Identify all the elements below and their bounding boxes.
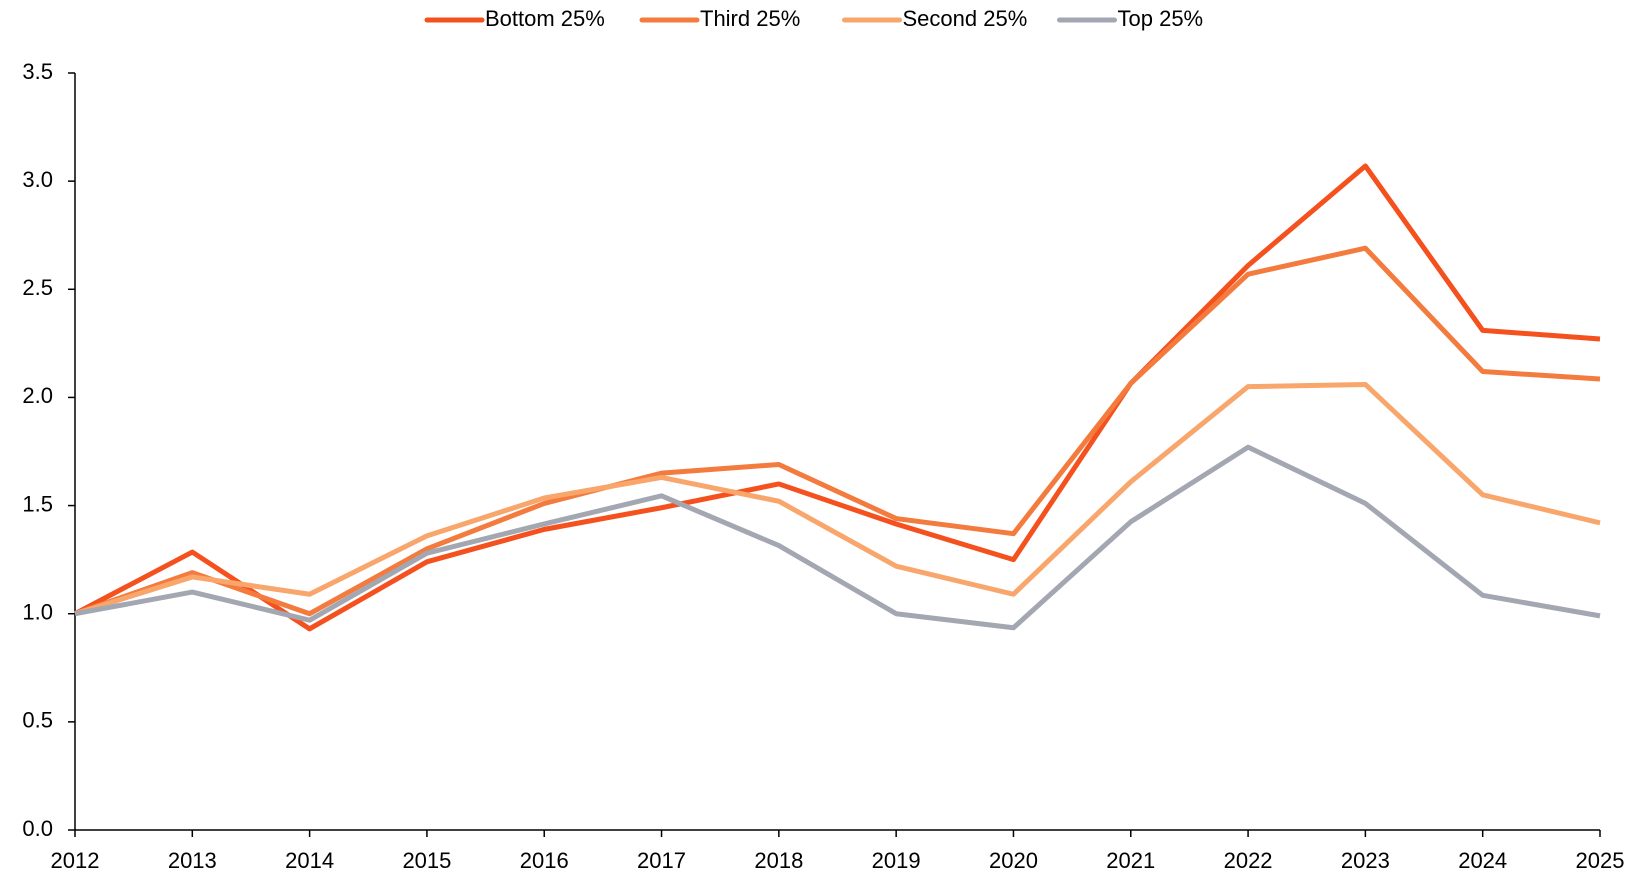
x-tick-label: 2016 <box>520 848 569 873</box>
x-tick-label: 2018 <box>754 848 803 873</box>
legend-label: Bottom 25% <box>485 6 605 31</box>
y-tick-label: 3.0 <box>22 167 53 192</box>
x-tick-label: 2021 <box>1106 848 1155 873</box>
y-tick-label: 2.5 <box>22 275 53 300</box>
x-tick-label: 2012 <box>51 848 100 873</box>
legend-label: Second 25% <box>903 6 1028 31</box>
line-series <box>73 163 1601 632</box>
x-tick-label: 2014 <box>285 848 334 873</box>
line-series <box>74 444 1601 631</box>
x-tick-label: 2019 <box>872 848 921 873</box>
x-tick-label: 2024 <box>1458 848 1507 873</box>
legend-label: Top 25% <box>1118 6 1204 31</box>
y-tick-label: 1.0 <box>22 600 53 625</box>
y-tick-label: 3.5 <box>22 59 53 84</box>
x-tick-label: 2023 <box>1341 848 1390 873</box>
x-tick-label: 2020 <box>989 848 1038 873</box>
x-tick-label: 2022 <box>1224 848 1273 873</box>
line-series <box>74 381 1601 617</box>
x-tick-label: 2017 <box>637 848 686 873</box>
x-tick-label: 2015 <box>402 848 451 873</box>
x-tick-label: 2025 <box>1576 848 1625 873</box>
x-tick-label: 2013 <box>168 848 217 873</box>
y-tick-label: 2.0 <box>22 383 53 408</box>
y-tick-label: 0.5 <box>22 708 53 733</box>
y-tick-label: 0.0 <box>22 816 53 841</box>
line-series <box>74 245 1601 617</box>
legend-label: Third 25% <box>700 6 800 31</box>
y-tick-label: 1.5 <box>22 491 53 516</box>
